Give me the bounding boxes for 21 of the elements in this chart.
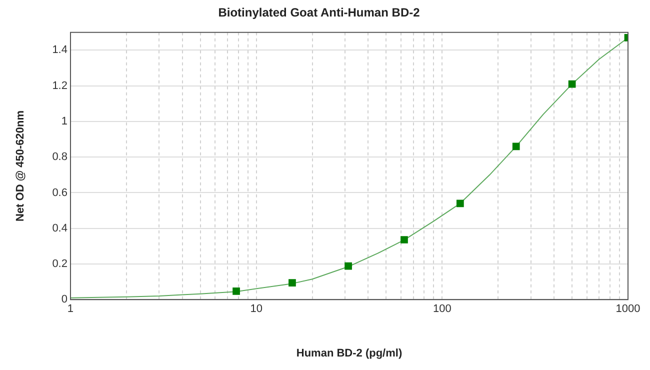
y-tick-label: 0: [61, 294, 68, 306]
x-tick-label: 100: [432, 303, 452, 316]
y-tick-label: 0.6: [52, 186, 68, 199]
point: [456, 200, 464, 208]
point: [344, 262, 352, 270]
y-axis-title: Net OD @ 450-620nm: [14, 110, 27, 222]
y-tick-label: 1.4: [52, 44, 68, 56]
y-tick-label: 0.2: [52, 258, 68, 270]
y-tick-label: 1.2: [52, 80, 68, 92]
x-axis-title: Human BD-2 (pg/ml): [296, 347, 402, 360]
point: [400, 236, 408, 244]
y-tick-label: 1: [61, 116, 68, 128]
y-tick-label: 0.4: [52, 222, 68, 234]
y-tick-label: 0.8: [52, 151, 68, 164]
x-tick-label: 1000: [616, 303, 640, 316]
point: [568, 80, 576, 88]
point: [288, 279, 296, 287]
point: [232, 288, 240, 295]
x-tick-label: 10: [250, 303, 262, 316]
chart-title: Biotinylated Goat Anti-Human BD-2: [218, 6, 420, 20]
point: [512, 142, 520, 150]
